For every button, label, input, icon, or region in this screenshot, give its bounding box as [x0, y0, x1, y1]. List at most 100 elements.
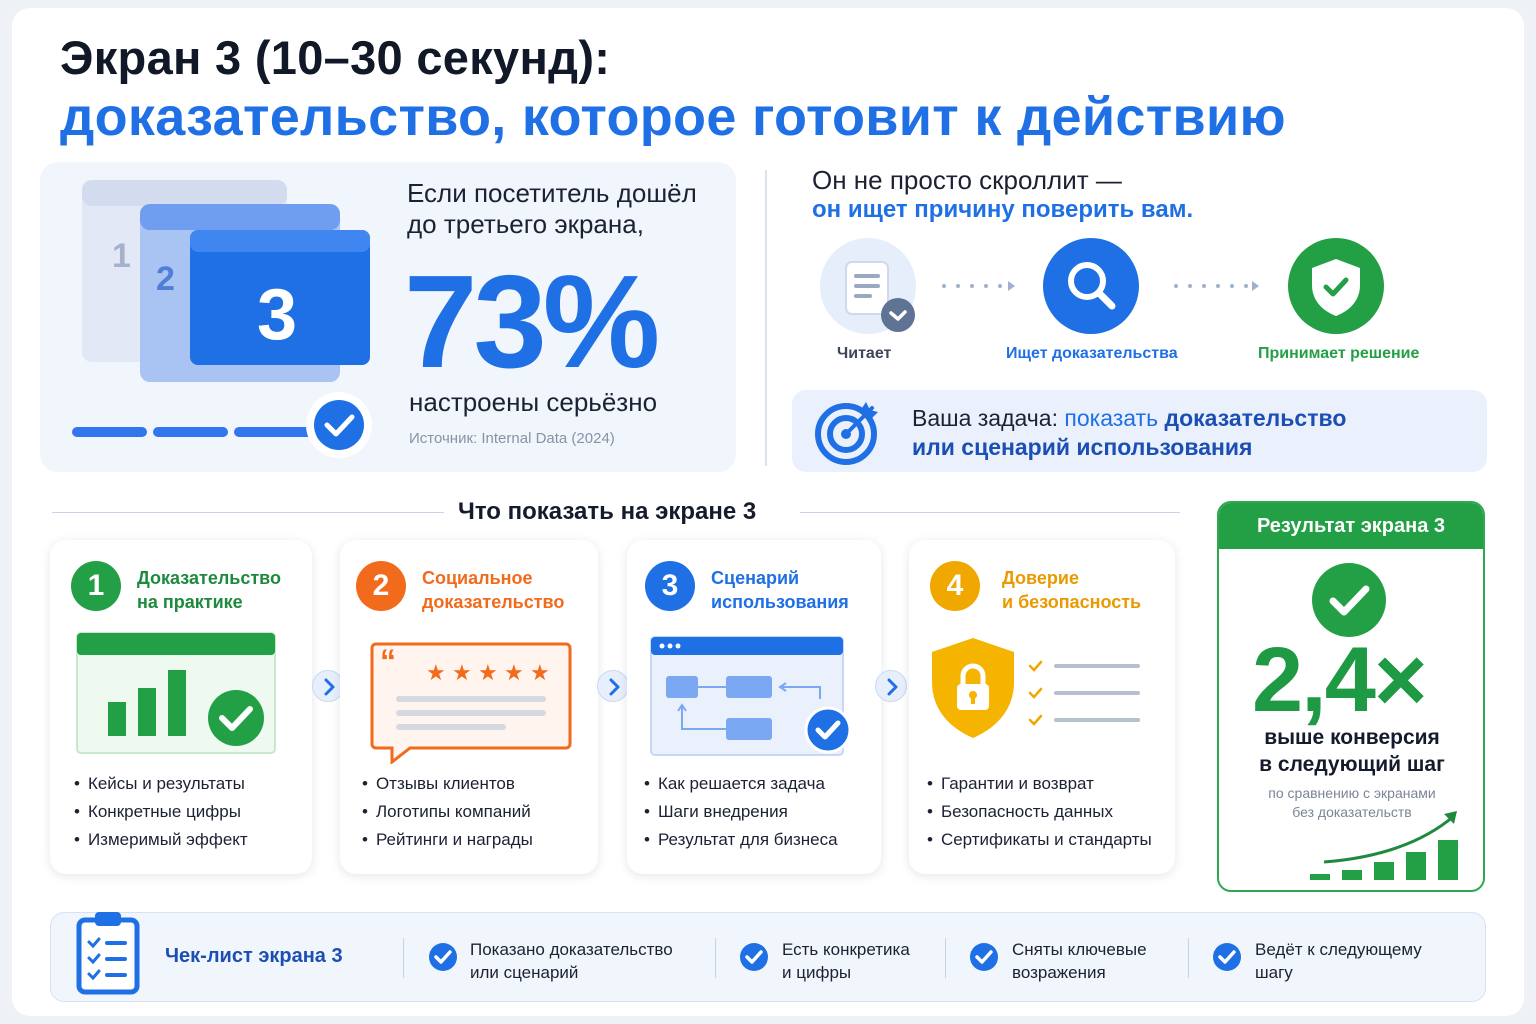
- page-subtitle: доказательство, которое готовит к действ…: [60, 87, 1286, 147]
- check-circle-icon: [1312, 563, 1386, 637]
- stat-caption: настроены серьёзно: [409, 387, 658, 417]
- checklist-item-4-line1: Ведёт к следующему: [1255, 940, 1422, 959]
- card-2-bullets: Отзывы клиентов Логотипы компаний Рейтин…: [362, 770, 533, 854]
- card-title-1: Доказательство на практике: [137, 566, 281, 614]
- task-bold: доказательство: [1164, 405, 1347, 431]
- list-item: Измеримый эффект: [74, 826, 248, 854]
- checklist-item-2-line1: Есть конкретика: [782, 940, 910, 959]
- result-text-line2: в следующий шаг: [1259, 753, 1445, 776]
- svg-text:★: ★: [426, 661, 446, 686]
- stat-source: Источник: Internal Data (2024): [409, 430, 615, 447]
- result-text-line1: выше конверсия: [1264, 726, 1440, 749]
- chevron-right-icon: [609, 678, 620, 696]
- list-item: Кейсы и результаты: [74, 770, 248, 798]
- card-title-3-line2: использования: [711, 592, 849, 612]
- result-note-line2: без доказательств: [1292, 804, 1412, 820]
- checklist-item-2: Есть конкретика и цифры: [782, 938, 910, 984]
- vertical-divider: [765, 170, 767, 466]
- svg-text:★: ★: [530, 661, 550, 686]
- result-header: Результат экрана 3: [1219, 503, 1483, 549]
- check-circle-icon: [970, 943, 998, 971]
- check-circle-icon: [429, 943, 457, 971]
- card-number-4: 4: [930, 561, 980, 611]
- svg-text:★: ★: [504, 661, 524, 686]
- checklist-separator: [1188, 938, 1189, 978]
- checklist-item-3: Сняты ключевые возражения: [1012, 938, 1147, 984]
- checklist-item-2-line2: и цифры: [782, 963, 852, 982]
- task-box: [792, 390, 1487, 472]
- check-circle-icon: [740, 943, 768, 971]
- result-text: выше конверсия в следующий шаг: [1236, 724, 1468, 778]
- list-item: Результат для бизнеса: [644, 826, 838, 854]
- svg-text:“: “: [380, 643, 396, 679]
- checklist-item-1-line1: Показано доказательство: [470, 940, 673, 959]
- checklist-separator: [403, 938, 404, 978]
- list-item: Логотипы компаний: [362, 798, 533, 826]
- step-label-decides: Принимает решение: [1258, 345, 1420, 362]
- review-bubble-icon: “ ★ ★ ★ ★ ★: [370, 642, 572, 764]
- result-value: 2,4×: [1252, 629, 1428, 731]
- chevron-right-icon: [324, 678, 335, 696]
- card-number-2: 2: [356, 561, 406, 611]
- card-title-1-line2: на практике: [137, 592, 243, 612]
- page-title: Экран 3 (10–30 секунд):: [60, 31, 611, 84]
- screen-1-label: 1: [112, 237, 131, 275]
- section-line-left: [52, 512, 444, 513]
- screen-2-label: 2: [156, 260, 175, 298]
- next-arrow-button[interactable]: [875, 670, 907, 702]
- checklist-separator: [715, 938, 716, 978]
- journey-lead-accent: он ищет причину поверить вам.: [812, 196, 1194, 223]
- card-number-1: 1: [71, 561, 121, 611]
- stat-value: 73%: [404, 248, 660, 395]
- target-icon: [815, 402, 878, 465]
- section-line-right: [800, 512, 1180, 513]
- card-number-3: 3: [645, 561, 695, 611]
- result-note: по сравнению с экранами без доказательст…: [1236, 784, 1468, 822]
- task-prefix: Ваша задача:: [912, 405, 1065, 431]
- list-item: Рейтинги и награды: [362, 826, 533, 854]
- checklist-item-4: Ведёт к следующему шагу: [1255, 938, 1422, 984]
- card-title-2: Социальное доказательство: [422, 566, 564, 614]
- screens-illustration: 1 2 3: [72, 180, 372, 458]
- shield-check-icon: [1288, 238, 1384, 334]
- workflow-icon: [650, 636, 852, 756]
- list-item: Отзывы клиентов: [362, 770, 533, 798]
- result-note-line1: по сравнению с экранами: [1268, 785, 1436, 801]
- next-arrow-button[interactable]: [312, 670, 344, 702]
- stat-lead-text: Если посетитель дошёл до третьего экрана…: [407, 178, 697, 239]
- checklist-title: Чек-лист экрана 3: [165, 945, 343, 967]
- step-label-reads: Читает: [837, 345, 892, 362]
- list-item: Конкретные цифры: [74, 798, 248, 826]
- checklist-item-1: Показано доказательство или сценарий: [470, 938, 673, 984]
- card-title-3-line1: Сценарий: [711, 568, 800, 588]
- card-title-4-line1: Доверие: [1002, 568, 1079, 588]
- screen-3-label: 3: [257, 275, 297, 355]
- next-arrow-button[interactable]: [597, 670, 629, 702]
- task-mid: показать: [1064, 405, 1165, 431]
- dotted-arrow-icon: [1174, 281, 1259, 291]
- task-line2: или сценарий использования: [912, 434, 1253, 460]
- list-item: Шаги внедрения: [644, 798, 838, 826]
- checklist-item-4-line2: шагу: [1255, 963, 1293, 982]
- growth-bars-icon: [1310, 811, 1458, 880]
- step-label-searches: Ищет доказательства: [1006, 345, 1178, 362]
- checklist-item-1-line2: или сценарий: [470, 963, 579, 982]
- chevron-right-icon: [887, 678, 898, 696]
- section-title: Что показать на экране 3: [458, 498, 757, 525]
- list-item: Безопасность данных: [927, 798, 1152, 826]
- document-icon: [820, 238, 916, 334]
- card-3-bullets: Как решается задача Шаги внедрения Резул…: [644, 770, 838, 854]
- card-title-2-line2: доказательство: [422, 592, 565, 612]
- svg-text:★: ★: [478, 661, 498, 686]
- search-icon: [1043, 238, 1139, 334]
- list-item: Сертификаты и стандарты: [927, 826, 1152, 854]
- card-title-1-line1: Доказательство: [137, 568, 281, 588]
- checklist-item-3-line1: Сняты ключевые: [1012, 940, 1147, 959]
- check-circle-icon: [1213, 943, 1241, 971]
- journey-lead: Он не просто скроллит —: [812, 165, 1122, 195]
- list-item: Гарантии и возврат: [927, 770, 1152, 798]
- card-1-bullets: Кейсы и результаты Конкретные цифры Изме…: [74, 770, 248, 854]
- card-title-3: Сценарий использования: [711, 566, 849, 614]
- card-4-bullets: Гарантии и возврат Безопасность данных С…: [927, 770, 1152, 854]
- shield-lock-icon: [932, 638, 1014, 738]
